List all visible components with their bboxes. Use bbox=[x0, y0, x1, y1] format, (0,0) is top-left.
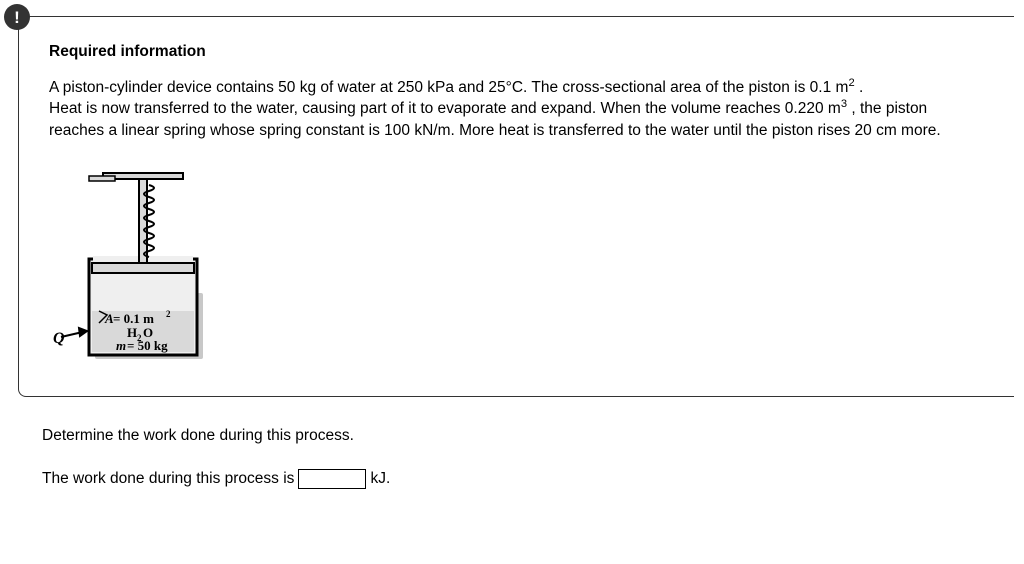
heat-label: Q bbox=[53, 330, 65, 347]
question-area: Determine the work done during this proc… bbox=[42, 427, 1014, 489]
required-info-heading: Required information bbox=[49, 43, 986, 61]
alert-icon: ! bbox=[4, 4, 30, 30]
answer-prefix: The work done during this process is bbox=[42, 470, 294, 488]
svg-text:m: m bbox=[116, 338, 126, 353]
svg-text:2: 2 bbox=[166, 309, 171, 319]
problem-sentence-1: A piston-cylinder device contains 50 kg … bbox=[49, 79, 848, 96]
alert-icon-glyph: ! bbox=[14, 9, 20, 26]
svg-text:= 50 kg: = 50 kg bbox=[127, 338, 168, 353]
svg-text:= 0.1 m: = 0.1 m bbox=[113, 311, 154, 326]
piston-cylinder-diagram: Q A = 0.1 m 2 H 2 O m = 50 kg bbox=[49, 163, 986, 368]
problem-sentence-2: Heat is now transferred to the water, ca… bbox=[49, 100, 841, 117]
answer-line: The work done during this process is kJ. bbox=[42, 469, 1014, 489]
diagram-svg: Q A = 0.1 m 2 H 2 O m = 50 kg bbox=[49, 163, 217, 363]
answer-unit: kJ. bbox=[370, 470, 390, 488]
required-info-panel: Required information A piston-cylinder d… bbox=[18, 16, 1014, 397]
problem-statement: A piston-cylinder device contains 50 kg … bbox=[49, 77, 986, 141]
problem-sentence-1-end: . bbox=[855, 79, 864, 96]
answer-input[interactable] bbox=[298, 469, 366, 489]
question-prompt: Determine the work done during this proc… bbox=[42, 427, 1014, 445]
